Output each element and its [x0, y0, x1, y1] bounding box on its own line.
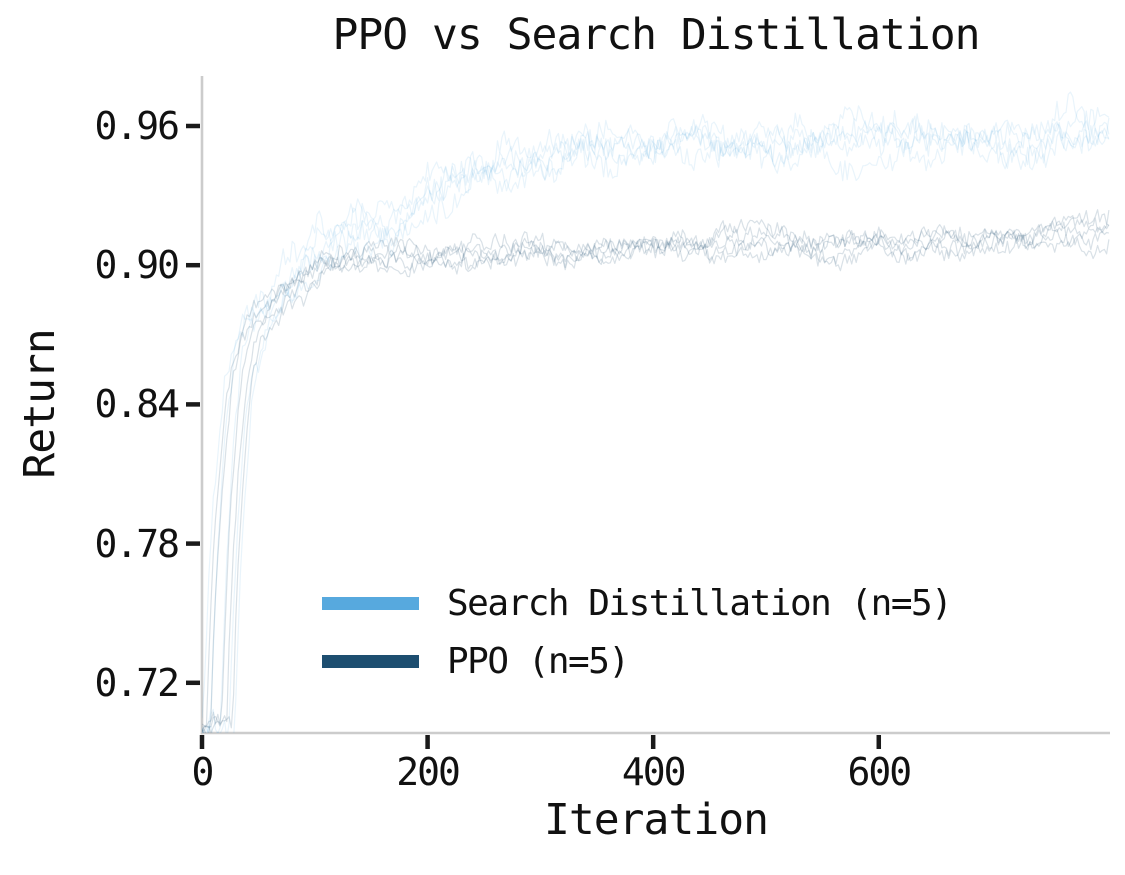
- y-tick-label: 0.84: [94, 382, 180, 427]
- legend-swatch-search-distillation-icon: [322, 597, 419, 610]
- legend-swatch-ppo-icon: [322, 655, 419, 668]
- legend-item-search-distillation: Search Distillation (n=5): [322, 583, 953, 624]
- chart-title: PPO vs Search Distillation: [332, 10, 980, 60]
- series-line-ppo: [202, 222, 1110, 733]
- y-tick-label: 0.72: [94, 660, 180, 705]
- series-line-ppo: [202, 221, 1110, 733]
- series-line-search-distillation: [202, 105, 1110, 733]
- legend-item-ppo: PPO (n=5): [322, 641, 951, 682]
- legend: Search Distillation (n=5) PPO (n=5): [322, 583, 953, 682]
- series-line-ppo: [202, 218, 1110, 733]
- series-line-ppo: [202, 209, 1110, 732]
- x-tick-label: 400: [621, 750, 687, 794]
- series-line-search-distillation: [202, 119, 1110, 719]
- series-lines: [202, 91, 1110, 733]
- x-axis-label: Iteration: [544, 795, 769, 845]
- series-line-ppo: [202, 210, 1110, 733]
- legend-label-search-distillation: Search Distillation (n=5): [447, 583, 953, 624]
- x-tick-label: 0: [191, 750, 215, 794]
- y-tick-label: 0.96: [94, 104, 180, 148]
- series-line-search-distillation: [206, 105, 1110, 733]
- x-tick-label: 600: [847, 750, 912, 794]
- legend-label-ppo: PPO (n=5): [447, 641, 630, 682]
- x-tick-label: 200: [396, 750, 461, 794]
- y-tick-label: 0.90: [94, 243, 180, 288]
- series-line-search-distillation: [202, 91, 1109, 733]
- series-line-search-distillation: [202, 113, 1110, 733]
- y-tick-label: 0.78: [94, 521, 180, 566]
